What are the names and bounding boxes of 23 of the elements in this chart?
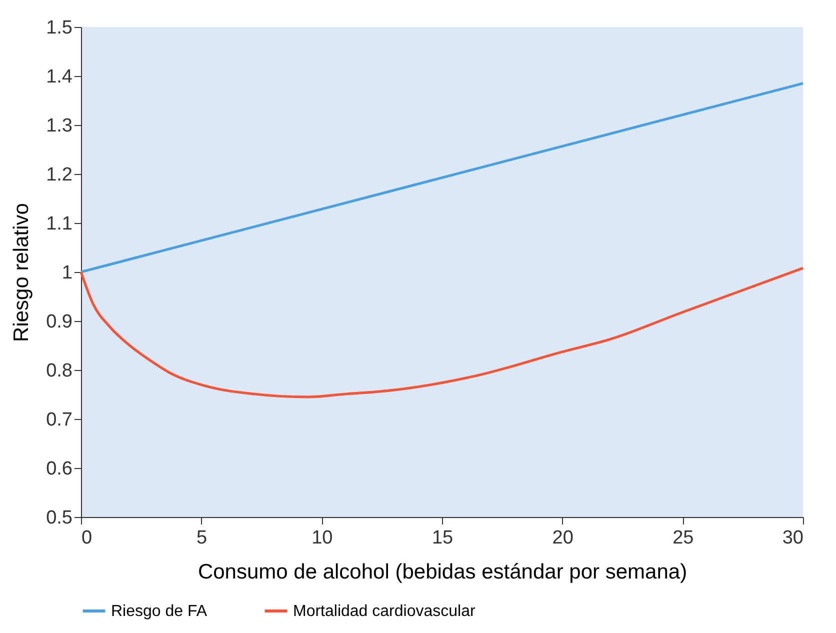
x-tick-label: 25 <box>672 528 694 548</box>
y-tick-label: 0.5 <box>46 508 72 528</box>
y-tick-label: 1.5 <box>46 18 72 38</box>
y-tick-label: 0.6 <box>46 458 72 480</box>
x-tick-label: 10 <box>312 528 333 548</box>
x-axis-title: Consumo de alcohol (bebidas estándar por semana) <box>198 560 688 584</box>
y-tick-label: 1.4 <box>46 66 73 88</box>
y-axis-title: Riesgo relativo <box>10 203 34 342</box>
y-tick-label: 0.8 <box>46 360 72 382</box>
legend-label: Riesgo de FA <box>111 603 208 620</box>
x-tick-label: 20 <box>552 528 574 548</box>
y-tick-label: 0.9 <box>46 312 72 332</box>
y-tick-label: 1.2 <box>46 164 72 186</box>
legend-label: Mortalidad cardiovascular <box>293 603 476 620</box>
y-tick-label: 1.1 <box>46 214 72 234</box>
y-tick-label: 0.7 <box>46 410 72 430</box>
x-tick-label: 0 <box>82 528 92 548</box>
x-tick-label: 30 <box>782 528 804 548</box>
y-tick-label: 1 <box>62 262 72 284</box>
y-tick-label: 1.3 <box>46 116 72 136</box>
x-tick-label: 15 <box>432 528 454 548</box>
line-series <box>80 266 804 398</box>
x-tick-label: 5 <box>196 528 208 548</box>
